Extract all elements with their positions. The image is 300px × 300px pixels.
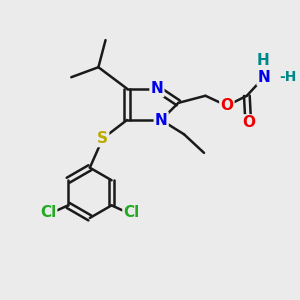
Text: -H: -H	[279, 70, 296, 84]
Text: O: O	[242, 116, 255, 130]
Text: H: H	[256, 52, 269, 68]
Text: S: S	[97, 131, 108, 146]
Text: Cl: Cl	[123, 205, 140, 220]
Text: O: O	[220, 98, 233, 113]
Text: Cl: Cl	[40, 205, 56, 220]
Text: N: N	[258, 70, 270, 85]
Text: N: N	[155, 112, 168, 128]
Text: N: N	[151, 81, 163, 96]
